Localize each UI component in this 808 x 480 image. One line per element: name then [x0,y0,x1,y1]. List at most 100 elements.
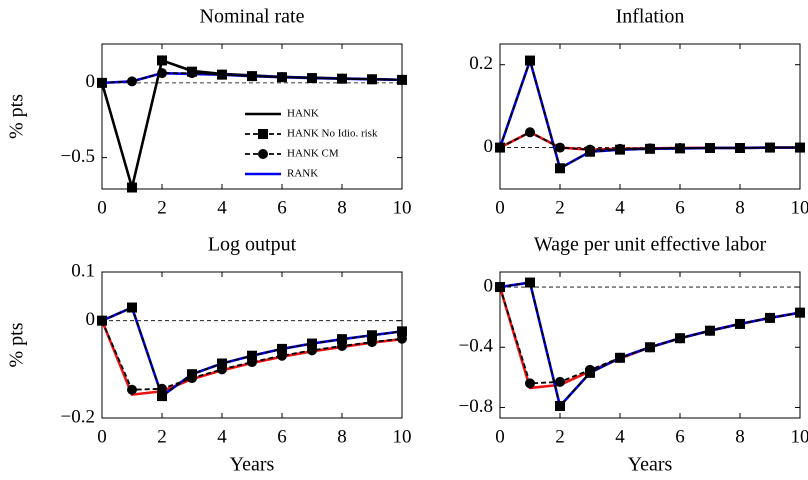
circle-marker [585,364,595,375]
legend-label: RANK [287,168,318,180]
square-marker [157,391,167,402]
x-tick-label: 8 [735,426,745,447]
x-tick-label: 4 [217,426,227,447]
y-tick-label: 0 [86,309,96,330]
square-marker [258,129,268,139]
y-tick-label: −0.8 [459,396,493,417]
x-tick-label: 2 [555,426,565,447]
y-tick-label: −0.5 [61,146,95,167]
square-marker [367,330,377,341]
panel: Nominal rate −0.5 0 0 2 4 6 8 10 % pts HANK HANK No… [6,6,412,219]
x-tick-label: 6 [277,426,287,447]
panel-title: Wage per unit effective labor [534,234,767,256]
x-tick-label: 0 [495,426,505,447]
circle-marker [705,325,715,336]
circle-marker [705,142,715,153]
square-marker [277,343,287,354]
x-tick-label: 8 [337,197,347,218]
x-tick-label: 2 [157,426,167,447]
circle-marker [337,340,347,351]
x-tick-label: 8 [337,426,347,447]
square-marker [555,400,565,411]
circle-marker [555,142,565,153]
axes-frame [101,43,403,190]
square-marker [525,277,535,288]
circle-marker [157,383,167,394]
circle-marker [247,71,257,82]
x-tick-label: 10 [393,426,412,447]
circle-marker [127,76,137,87]
x-tick-label: 6 [277,197,287,218]
circle-marker [765,142,775,153]
y-tick-label: −0.4 [459,336,494,357]
panel: Inflation 0 0.2 0 2 4 6 8 10 [469,6,808,219]
panel-title: Nominal rate [200,6,305,28]
circle-marker [645,342,655,353]
circle-marker [367,337,377,348]
x-tick-label: 0 [97,197,107,218]
circle-marker [337,73,347,84]
x-tick-label: 6 [675,197,685,218]
y-tick-label: 0 [484,136,494,157]
series-line [101,72,403,84]
x-tick-label: 2 [157,197,167,218]
x-tick-label: 2 [555,197,565,218]
circle-marker [735,318,745,329]
square-marker [555,163,565,174]
x-tick-label: 10 [791,197,808,218]
circle-marker [307,73,317,84]
x-axis-label: Years [628,454,673,476]
circle-marker [277,350,287,361]
circle-marker [615,143,625,154]
circle-marker [615,352,625,363]
circle-marker [247,357,257,368]
square-marker [525,55,535,66]
x-axis-label: Years [230,454,275,476]
circle-marker [675,333,685,344]
legend-label: HANK [287,108,319,120]
circle-marker [585,144,595,155]
square-marker [217,358,227,369]
circle-marker [277,72,287,83]
circle-marker [217,69,227,80]
circle-marker [367,74,377,85]
circle-marker [555,376,565,387]
legend-label: HANK CM [287,148,339,160]
square-marker [247,350,257,361]
circle-marker [127,384,137,395]
circle-marker [765,312,775,323]
x-tick-label: 10 [791,426,808,447]
panel-title: Log output [208,234,297,256]
x-tick-label: 4 [217,197,227,218]
series-line [101,320,403,391]
y-tick-label: −0.2 [61,406,95,427]
legend-label: HANK No Idio. risk [287,128,378,140]
x-tick-label: 6 [675,426,685,447]
series-line [498,286,801,390]
circle-marker [675,142,685,153]
circle-marker [258,149,268,159]
x-tick-label: 4 [615,426,625,447]
x-tick-label: 0 [495,197,505,218]
circle-marker [187,68,197,79]
circle-marker [217,364,227,375]
circle-marker [735,142,745,153]
axes-frame [499,271,801,419]
circle-marker [307,345,317,356]
circle-marker [187,373,197,384]
square-marker [337,334,347,345]
circle-marker [645,143,655,154]
series-line [499,131,800,151]
circle-marker [525,127,535,138]
x-tick-label: 10 [393,197,412,218]
x-tick-label: 4 [615,197,625,218]
y-tick-label: 0 [86,71,96,92]
axes-frame [499,43,801,190]
square-marker [157,55,167,66]
x-tick-label: 0 [97,426,107,447]
y-tick-label: 0.1 [71,260,95,281]
y-tick-label: 0 [484,275,494,296]
y-tick-label: 0.2 [469,53,493,74]
